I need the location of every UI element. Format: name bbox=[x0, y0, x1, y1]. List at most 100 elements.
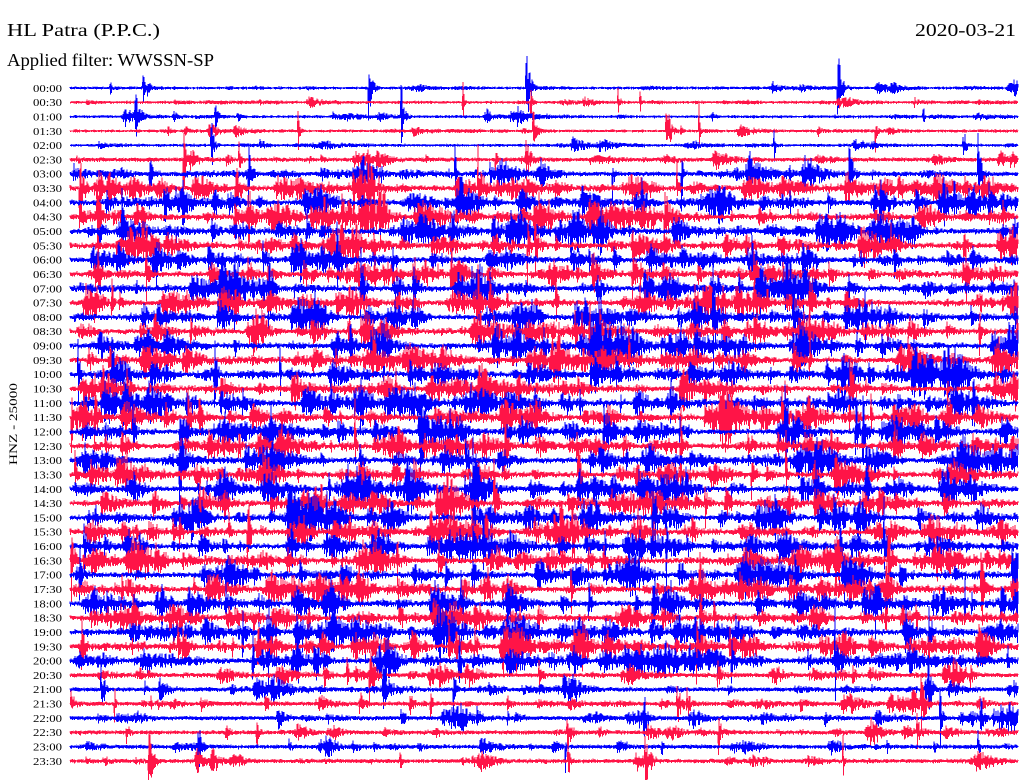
row-time-label: 00:30 bbox=[33, 97, 63, 109]
seismic-trace-1830 bbox=[69, 589, 1019, 655]
seismic-trace-0130 bbox=[69, 104, 1019, 153]
row-time-label: 14:00 bbox=[33, 484, 63, 496]
trace-group bbox=[69, 56, 1019, 780]
row-time-label: 01:00 bbox=[33, 111, 63, 123]
row-time-label: 15:00 bbox=[33, 512, 63, 524]
seismic-trace-0100 bbox=[69, 85, 1019, 144]
row-time-label: 02:00 bbox=[33, 140, 63, 152]
row-time-label: 13:00 bbox=[33, 455, 63, 467]
seismic-trace-1600 bbox=[69, 496, 1019, 603]
seismic-trace-0730 bbox=[69, 264, 1019, 348]
row-time-label: 18:00 bbox=[33, 598, 63, 610]
seismic-trace-2130 bbox=[69, 673, 1019, 733]
seismic-trace-1300 bbox=[69, 418, 1019, 516]
seismic-trace-1530 bbox=[69, 500, 1019, 576]
seismic-trace-2330 bbox=[69, 730, 1019, 780]
row-time-label: 23:30 bbox=[33, 756, 63, 768]
row-time-label: 04:00 bbox=[33, 197, 63, 209]
row-time-label: 10:30 bbox=[33, 384, 63, 396]
row-time-label: 02:30 bbox=[33, 154, 63, 166]
row-time-label: 05:30 bbox=[33, 240, 63, 252]
seismic-trace-2230 bbox=[69, 712, 1019, 756]
row-time-label: 16:00 bbox=[33, 541, 63, 553]
seismic-trace-0330 bbox=[69, 144, 1019, 237]
row-time-label: 11:30 bbox=[33, 412, 63, 424]
row-time-label: 16:30 bbox=[33, 555, 63, 567]
row-time-label: 19:00 bbox=[33, 627, 63, 639]
row-label-group: 00:00 00:30 01:00 01:30 02:00 02:30 03:00 03:30… bbox=[33, 83, 63, 768]
row-time-label: 17:30 bbox=[33, 584, 63, 596]
row-time-label: 17:00 bbox=[33, 570, 63, 582]
row-time-label: 15:30 bbox=[33, 527, 63, 539]
row-time-label: 13:30 bbox=[33, 469, 63, 481]
channel-axis-label: HNZ - 25000 bbox=[6, 383, 20, 465]
row-time-label: 07:30 bbox=[33, 298, 63, 310]
seismic-trace-0300 bbox=[69, 133, 1019, 212]
seismic-trace-1500 bbox=[69, 484, 1019, 547]
seismic-trace-0930 bbox=[69, 322, 1019, 393]
seismic-trace-1200 bbox=[69, 384, 1019, 480]
row-time-label: 00:00 bbox=[33, 83, 63, 95]
row-time-label: 20:30 bbox=[33, 670, 63, 682]
row-time-label: 10:00 bbox=[33, 369, 63, 381]
seismic-trace-1330 bbox=[69, 430, 1019, 506]
seismic-trace-1000 bbox=[69, 338, 1019, 408]
row-time-label: 05:00 bbox=[33, 226, 63, 238]
row-time-label: 23:00 bbox=[33, 742, 63, 754]
filter-label: Applied filter: WWSSN-SP bbox=[7, 50, 214, 70]
seismic-trace-1930 bbox=[69, 616, 1019, 685]
row-time-label: 20:00 bbox=[33, 656, 63, 668]
row-time-label: 19:30 bbox=[33, 641, 63, 653]
seismic-trace-1400 bbox=[69, 436, 1019, 546]
seismic-trace-1230 bbox=[69, 398, 1019, 495]
seismic-trace-0630 bbox=[69, 243, 1019, 306]
seismic-trace-0400 bbox=[69, 176, 1019, 230]
seismic-trace-2200 bbox=[69, 688, 1019, 747]
seismic-trace-0830 bbox=[69, 304, 1019, 360]
row-time-label: 07:00 bbox=[33, 283, 63, 295]
row-time-label: 09:00 bbox=[33, 341, 63, 353]
row-time-label: 06:00 bbox=[33, 255, 63, 267]
seismic-trace-0200 bbox=[69, 123, 1019, 166]
row-time-label: 11:00 bbox=[33, 398, 63, 410]
seismic-trace-0530 bbox=[69, 215, 1019, 293]
row-time-label: 21:00 bbox=[33, 684, 63, 696]
row-time-label: 01:30 bbox=[33, 126, 63, 138]
record-date: 2020-03-21 bbox=[915, 20, 1016, 40]
seismic-trace-2030 bbox=[69, 650, 1019, 704]
row-time-label: 04:30 bbox=[33, 212, 63, 224]
seismic-trace-0430 bbox=[69, 175, 1019, 268]
row-time-label: 06:30 bbox=[33, 269, 63, 281]
seismic-trace-1030 bbox=[69, 357, 1019, 434]
row-time-label: 03:30 bbox=[33, 183, 63, 195]
seismic-trace-0000 bbox=[69, 56, 1019, 121]
seismic-trace-0500 bbox=[69, 187, 1019, 281]
row-time-label: 09:30 bbox=[33, 355, 63, 367]
seismic-trace-0700 bbox=[69, 246, 1019, 332]
seismic-trace-2300 bbox=[69, 729, 1019, 773]
seismic-trace-0800 bbox=[69, 258, 1019, 371]
row-time-label: 14:30 bbox=[33, 498, 63, 510]
seismic-trace-2100 bbox=[69, 661, 1019, 721]
row-time-label: 21:30 bbox=[33, 699, 63, 711]
seismic-trace-0030 bbox=[69, 82, 1019, 119]
seismic-trace-0230 bbox=[69, 132, 1019, 202]
row-time-label: 22:00 bbox=[33, 713, 63, 725]
row-time-label: 08:00 bbox=[33, 312, 63, 324]
seismic-trace-1700 bbox=[69, 545, 1019, 606]
row-time-label: 18:30 bbox=[33, 613, 63, 625]
seismic-trace-2000 bbox=[69, 601, 1019, 702]
seismic-trace-1100 bbox=[69, 377, 1019, 429]
seismic-trace-1130 bbox=[69, 372, 1019, 454]
seismic-trace-1800 bbox=[69, 570, 1019, 640]
seismic-trace-1730 bbox=[69, 552, 1019, 631]
row-time-label: 22:30 bbox=[33, 727, 63, 739]
row-time-label: 12:30 bbox=[33, 441, 63, 453]
seismic-trace-0900 bbox=[69, 308, 1019, 394]
row-time-label: 03:00 bbox=[33, 169, 63, 181]
row-time-label: 12:00 bbox=[33, 427, 63, 439]
seismic-trace-0600 bbox=[69, 221, 1019, 289]
row-time-label: 08:30 bbox=[33, 326, 63, 338]
seismic-trace-1900 bbox=[69, 600, 1019, 691]
